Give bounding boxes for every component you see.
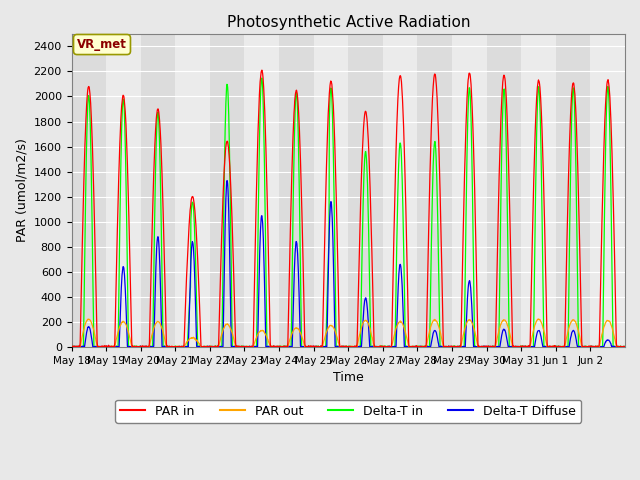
Bar: [175, 34, 210, 347]
Bar: [106, 34, 141, 347]
Bar: [521, 34, 556, 347]
Legend: PAR in, PAR out, Delta-T in, Delta-T Diffuse: PAR in, PAR out, Delta-T in, Delta-T Dif…: [115, 400, 581, 423]
Bar: [591, 34, 625, 347]
Title: Photosynthetic Active Radiation: Photosynthetic Active Radiation: [227, 15, 470, 30]
Bar: [383, 34, 417, 347]
Bar: [244, 34, 279, 347]
Bar: [452, 34, 486, 347]
Bar: [556, 34, 591, 347]
Text: VR_met: VR_met: [77, 38, 127, 51]
Bar: [417, 34, 452, 347]
Bar: [486, 34, 521, 347]
Y-axis label: PAR (umol/m2/s): PAR (umol/m2/s): [15, 138, 28, 242]
X-axis label: Time: Time: [333, 372, 364, 384]
Bar: [141, 34, 175, 347]
Bar: [314, 34, 348, 347]
Bar: [348, 34, 383, 347]
Bar: [279, 34, 314, 347]
Bar: [72, 34, 106, 347]
Bar: [210, 34, 244, 347]
